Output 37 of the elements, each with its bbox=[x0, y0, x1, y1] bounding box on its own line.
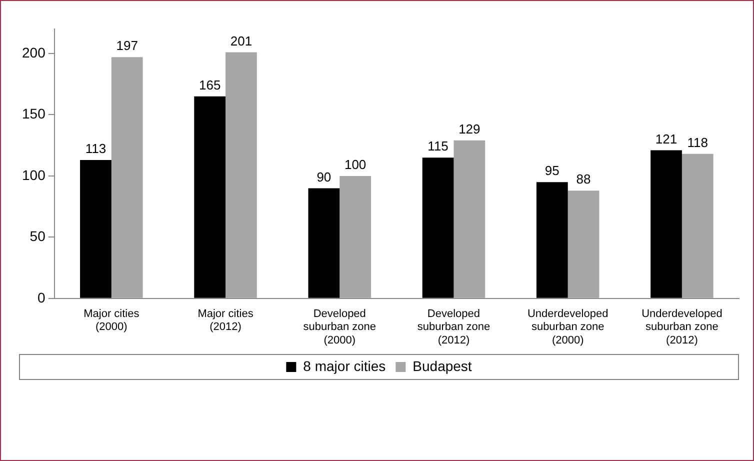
data-label: 100 bbox=[344, 157, 366, 172]
y-tick-label: 150 bbox=[22, 106, 46, 122]
x-tick-label: Major cities (2012) bbox=[198, 308, 254, 334]
bar bbox=[568, 190, 600, 298]
data-label: 113 bbox=[85, 141, 106, 156]
x-tick-label: Major cities (2000) bbox=[84, 308, 140, 334]
data-label: 95 bbox=[544, 163, 560, 178]
x-tick-label: Underdeveloped suburban zone (2000) bbox=[527, 308, 608, 346]
bar bbox=[682, 154, 714, 298]
x-tick-label: Developed suburban zone (2012) bbox=[417, 308, 490, 346]
bar bbox=[650, 150, 682, 298]
bar bbox=[340, 176, 372, 298]
data-label: 129 bbox=[458, 122, 480, 137]
bar bbox=[422, 158, 454, 298]
data-label: 90 bbox=[316, 169, 332, 184]
bar bbox=[308, 188, 340, 298]
data-label: 121 bbox=[655, 131, 678, 146]
data-label: 115 bbox=[428, 138, 448, 154]
data-label: 88 bbox=[576, 172, 591, 187]
y-tick-label: 50 bbox=[30, 228, 46, 244]
bar bbox=[80, 160, 112, 298]
bar bbox=[454, 140, 486, 298]
data-label: 197 bbox=[116, 38, 138, 54]
legend-label: 8 major cities bbox=[303, 358, 386, 374]
bar bbox=[111, 57, 143, 298]
data-label: 201 bbox=[230, 33, 252, 48]
y-tick-label: 0 bbox=[38, 289, 46, 306]
bar bbox=[194, 96, 226, 298]
x-tick-label: Underdeveloped suburban zone (2012) bbox=[642, 308, 722, 346]
legend-label: Budapest bbox=[412, 358, 472, 374]
x-tick-label: Developed suburban zone (2000) bbox=[303, 308, 376, 346]
bar bbox=[536, 182, 568, 298]
bar bbox=[226, 52, 257, 298]
data-label: 165 bbox=[198, 77, 221, 92]
y-tick-label: 200 bbox=[22, 44, 46, 60]
data-label: 118 bbox=[687, 134, 708, 150]
y-tick-label: 100 bbox=[22, 166, 46, 183]
